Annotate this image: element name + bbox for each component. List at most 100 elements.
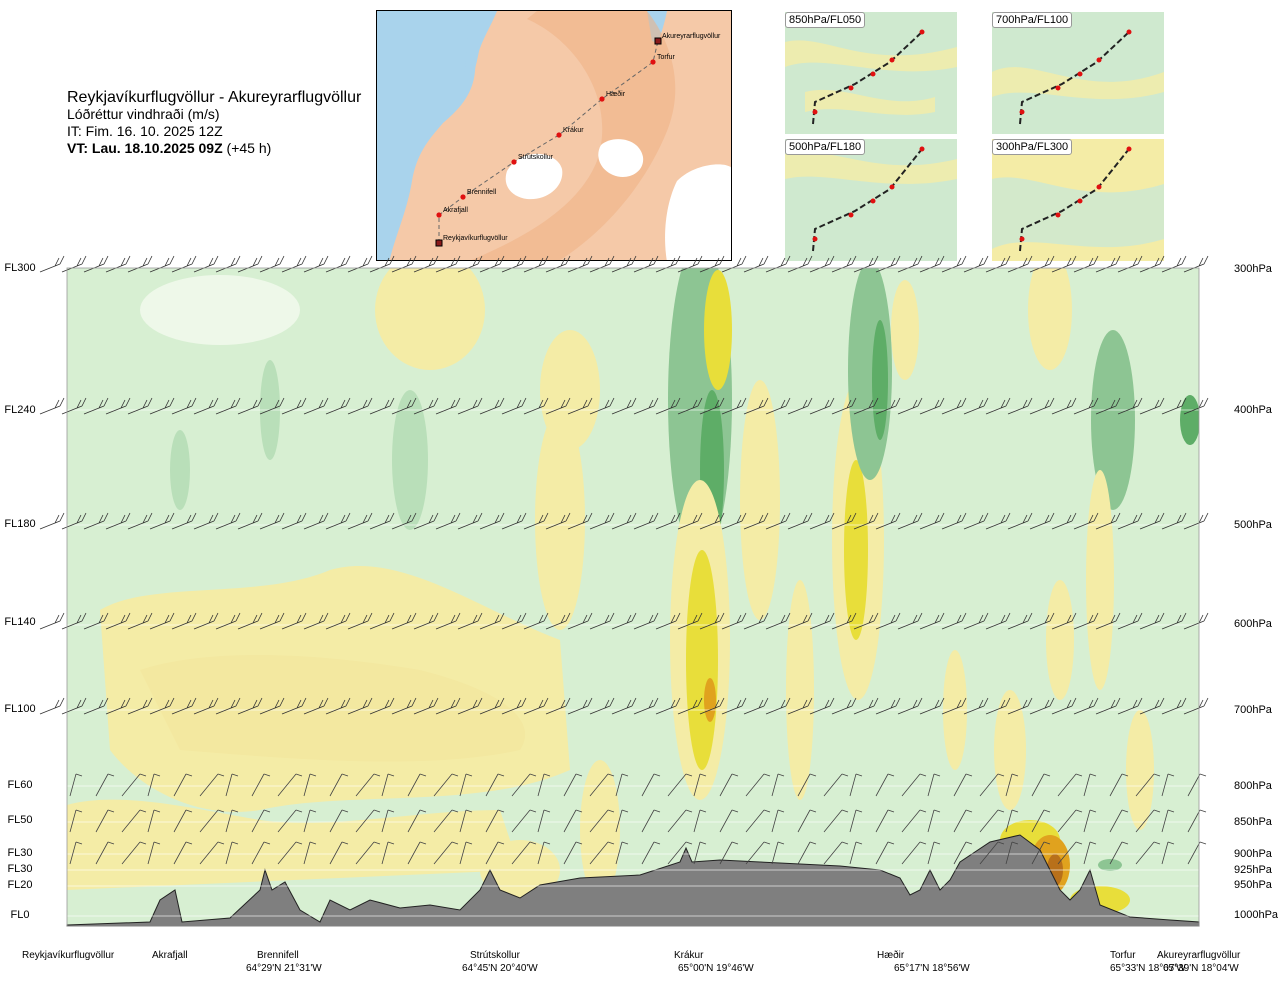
thumb-850[interactable]: 850hPa/FL050 <box>785 12 957 134</box>
map-route-line <box>438 40 659 243</box>
wind-barb <box>545 397 571 415</box>
wind-barb <box>563 773 583 797</box>
wind-barb <box>39 512 65 530</box>
wind-barb <box>823 809 849 833</box>
wind-barb <box>765 512 791 530</box>
wind-barb <box>1109 809 1129 833</box>
wind-barb <box>875 773 895 797</box>
thumb-300[interactable]: 300hPa/FL300 <box>992 139 1164 261</box>
wind-barb <box>237 612 263 630</box>
wind-barb <box>259 697 285 715</box>
wind-barb <box>1029 512 1055 530</box>
thumb-300-label: 300hPa/FL300 <box>992 139 1073 155</box>
wind-barb <box>589 773 615 797</box>
wind-barb <box>303 397 329 415</box>
wind-barb <box>1183 612 1209 630</box>
wind-barb <box>501 697 527 715</box>
wind-barb <box>459 841 473 865</box>
wind-barb <box>149 612 175 630</box>
loc-name-torfur: Torfur <box>1110 950 1136 961</box>
thumb-500[interactable]: 500hPa/FL180 <box>785 139 957 261</box>
wind-barb <box>355 773 381 797</box>
wind-barb <box>677 512 703 530</box>
wind-barb <box>677 397 703 415</box>
wind-barb <box>1031 809 1051 833</box>
wind-barb <box>391 697 417 715</box>
wind-barb <box>545 697 571 715</box>
wind-barb <box>721 697 747 715</box>
title-block: Reykjavíkurflugvöllur - Akureyrarflugvöl… <box>67 89 361 157</box>
thumb-850-svg <box>785 12 957 134</box>
wind-barb <box>611 697 637 715</box>
valid-time-lead: (+45 h) <box>222 140 272 156</box>
wind-barb <box>329 773 349 797</box>
wind-barb <box>501 397 527 415</box>
wind-barb <box>1117 397 1143 415</box>
wind-barb <box>615 809 629 833</box>
wind-barb <box>1029 612 1055 630</box>
wind-barb <box>927 809 941 833</box>
wind-barb <box>537 809 551 833</box>
wind-barb <box>1051 697 1077 715</box>
wind-barb <box>589 512 615 530</box>
wind-barb <box>391 512 417 530</box>
wind-barb <box>941 512 967 530</box>
wind-barb <box>1005 841 1019 865</box>
wind-barb <box>171 697 197 715</box>
map-marker-2 <box>599 96 605 102</box>
wind-barb <box>787 512 813 530</box>
wind-barb <box>381 773 395 797</box>
wind-barb <box>1083 841 1097 865</box>
wind-barb <box>215 697 241 715</box>
wind-barb <box>303 841 317 865</box>
wind-barb <box>721 512 747 530</box>
wind-barb <box>1117 697 1143 715</box>
map-label-7: Reykjavíkurflugvöllur <box>443 235 508 242</box>
wind-barb <box>641 773 661 797</box>
wind-barb <box>797 841 817 865</box>
wind-barb <box>641 841 661 865</box>
wind-barb <box>537 841 551 865</box>
wind-barb <box>985 397 1011 415</box>
map-marker-4 <box>511 159 517 165</box>
wind-barb <box>347 697 373 715</box>
wind-barb <box>745 809 771 833</box>
wind-barb <box>199 809 225 833</box>
route-map: Akureyrarflugvöllur Torfur Hæðir Krákur Strú… <box>376 10 732 261</box>
field-shapes <box>67 268 1199 914</box>
p-label-850: 850hPa <box>1234 816 1272 828</box>
fl-label-100: FL100 <box>4 703 36 715</box>
wind-barb <box>303 773 317 797</box>
wind-barb <box>719 809 739 833</box>
wind-barb <box>1095 612 1121 630</box>
wind-barb <box>329 841 349 865</box>
wind-barb <box>259 512 285 530</box>
wind-barb <box>545 512 571 530</box>
wind-barb <box>567 612 593 630</box>
wind-barb <box>1051 512 1077 530</box>
wind-barb <box>225 773 239 797</box>
wind-barb <box>413 612 439 630</box>
wind-barb <box>105 697 131 715</box>
map-marker-3 <box>556 132 562 138</box>
wind-barb <box>1057 841 1083 865</box>
wind-barb <box>1117 612 1143 630</box>
wind-barb <box>1161 773 1175 797</box>
wind-barb <box>325 612 351 630</box>
thumb-700[interactable]: 700hPa/FL100 <box>992 12 1164 134</box>
wind-barb <box>875 397 901 415</box>
wind-barb <box>457 512 483 530</box>
map-label-1: Torfur <box>657 54 676 61</box>
fl-label-300: FL300 <box>4 262 36 274</box>
wind-barb <box>1095 397 1121 415</box>
wind-barb <box>545 612 571 630</box>
map-label-6: Akrafjall <box>443 207 468 214</box>
wind-barb <box>347 512 373 530</box>
chart-title: Reykjavíkurflugvöllur - Akureyrarflugvöl… <box>67 89 362 106</box>
wind-barb <box>567 512 593 530</box>
wind-barb <box>355 841 381 865</box>
wind-barb <box>745 841 771 865</box>
wind-barb <box>457 697 483 715</box>
map-highlands <box>471 11 676 260</box>
wind-barb <box>693 809 707 833</box>
